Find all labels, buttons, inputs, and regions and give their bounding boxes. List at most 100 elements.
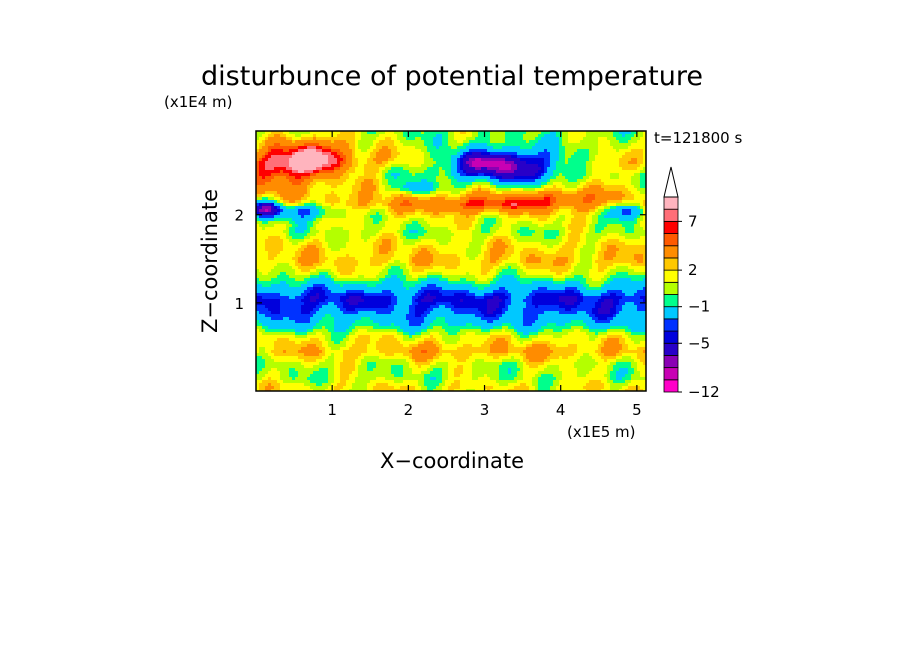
field-cell	[403, 155, 407, 159]
field-cell	[529, 218, 533, 222]
field-cell	[391, 209, 395, 213]
field-cell	[598, 167, 602, 171]
field-cell	[331, 161, 335, 165]
field-cell	[301, 185, 305, 189]
field-cell	[358, 245, 362, 249]
field-cell	[283, 224, 287, 228]
field-cell	[262, 218, 266, 222]
field-cell	[334, 167, 338, 171]
field-cell	[481, 215, 485, 219]
field-cell	[370, 155, 374, 159]
field-cell	[370, 173, 374, 177]
field-cell	[331, 227, 335, 231]
field-cell	[613, 131, 617, 135]
field-cell	[490, 239, 494, 243]
field-cell	[640, 182, 644, 186]
field-cell	[358, 182, 362, 186]
field-cell	[637, 134, 641, 138]
field-cell	[343, 197, 347, 201]
field-cell	[403, 185, 407, 189]
field-cell	[379, 167, 383, 171]
field-cell	[364, 209, 368, 213]
field-cell	[337, 221, 341, 225]
field-cell	[391, 224, 395, 228]
field-cell	[259, 188, 263, 192]
field-cell	[418, 134, 422, 138]
field-cell	[457, 149, 461, 153]
field-cell	[268, 194, 272, 198]
field-cell	[562, 209, 566, 213]
field-cell	[529, 158, 533, 162]
field-cell	[385, 167, 389, 171]
field-cell	[481, 206, 485, 210]
field-cell	[499, 182, 503, 186]
field-cell	[493, 173, 497, 177]
field-cell	[595, 155, 599, 159]
field-cell	[601, 182, 605, 186]
field-cell	[430, 185, 434, 189]
field-cell	[544, 179, 548, 183]
field-cell	[613, 146, 617, 150]
field-cell	[445, 191, 449, 195]
field-cell	[430, 230, 434, 234]
field-cell	[277, 242, 281, 246]
field-cell	[619, 182, 623, 186]
field-cell	[319, 245, 323, 249]
field-cell	[607, 146, 611, 150]
field-cell	[454, 164, 458, 168]
field-cell	[541, 185, 545, 189]
field-cell	[571, 161, 575, 165]
field-cell	[313, 227, 317, 231]
field-cell	[571, 242, 575, 246]
field-cell	[475, 230, 479, 234]
field-cell	[562, 212, 566, 216]
field-cell	[325, 230, 329, 234]
field-cell	[364, 137, 368, 141]
field-cell	[373, 206, 377, 210]
field-cell	[619, 224, 623, 228]
field-cell	[301, 170, 305, 174]
field-cell	[637, 158, 641, 162]
field-cell	[349, 242, 353, 246]
field-cell	[370, 179, 374, 183]
field-cell	[610, 218, 614, 222]
field-cell	[637, 194, 641, 198]
field-cell	[454, 188, 458, 192]
field-cell	[535, 188, 539, 192]
field-cell	[385, 146, 389, 150]
field-cell	[451, 179, 455, 183]
field-cell	[643, 209, 646, 213]
field-cell	[631, 149, 635, 153]
field-cell	[277, 161, 281, 165]
field-cell	[436, 152, 440, 156]
field-cell	[523, 146, 527, 150]
field-cell	[514, 200, 518, 204]
field-cell	[286, 215, 290, 219]
field-cell	[553, 242, 557, 246]
field-cell	[478, 203, 482, 207]
field-cell	[424, 146, 428, 150]
field-cell	[343, 149, 347, 153]
field-cell	[433, 230, 437, 234]
field-cell	[268, 215, 272, 219]
field-cell	[613, 155, 617, 159]
field-cell	[436, 197, 440, 201]
field-cell	[538, 233, 542, 237]
field-cell	[382, 164, 386, 168]
field-cell	[496, 158, 500, 162]
field-cell	[439, 230, 443, 234]
field-cell	[526, 149, 530, 153]
field-cell	[418, 236, 422, 240]
field-cell	[379, 245, 383, 249]
field-cell	[394, 224, 398, 228]
field-cell	[589, 191, 593, 195]
field-cell	[403, 176, 407, 180]
field-cell	[358, 239, 362, 243]
field-cell	[358, 131, 362, 135]
field-cell	[445, 164, 449, 168]
field-cell	[385, 200, 389, 204]
field-cell	[463, 146, 467, 150]
field-cell	[475, 221, 479, 225]
field-cell	[451, 200, 455, 204]
field-cell	[586, 224, 590, 228]
